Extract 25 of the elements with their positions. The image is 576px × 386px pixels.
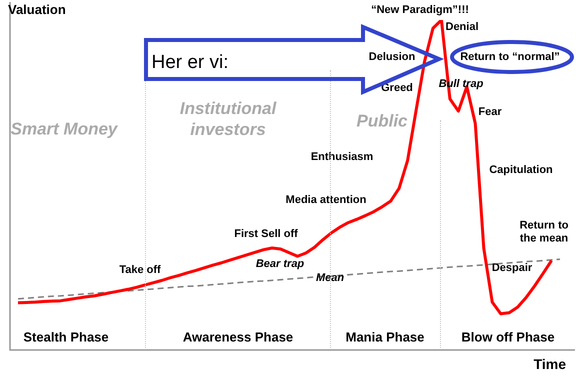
annotation: Stealth Phase [23, 330, 109, 345]
annotation: Fear [478, 106, 502, 118]
annotation: Return to the mean [520, 220, 569, 245]
annotation: Despair [492, 262, 533, 274]
annotation: Institutional investors [180, 99, 278, 140]
annotation: First Sell off [234, 228, 298, 240]
annotation: Return to “normal” [460, 51, 560, 64]
text: “New Paradigm”!!! [371, 4, 469, 16]
annotation: Smart Money [10, 120, 119, 139]
annotation: Media attention [286, 194, 367, 206]
annotation: Her er vi: [151, 52, 229, 74]
annotation: Mean [316, 272, 344, 284]
annotation: Capitulation [489, 164, 554, 176]
annotation: Delusion [368, 51, 416, 64]
y-axis-title: Valuation [8, 2, 66, 17]
annotation: Mania Phase [346, 330, 424, 345]
annotation: Bear trap [256, 258, 304, 270]
annotation: Enthusiasm [310, 151, 374, 164]
annotation: Take off [119, 264, 162, 276]
annotation: Denial [445, 21, 479, 34]
annotation: Greed [381, 82, 413, 94]
annotation: Public [356, 112, 408, 131]
annotation: Awareness Phase [182, 330, 294, 345]
annotation: Blow off Phase [461, 330, 555, 345]
x-axis-title: Time [534, 356, 566, 372]
